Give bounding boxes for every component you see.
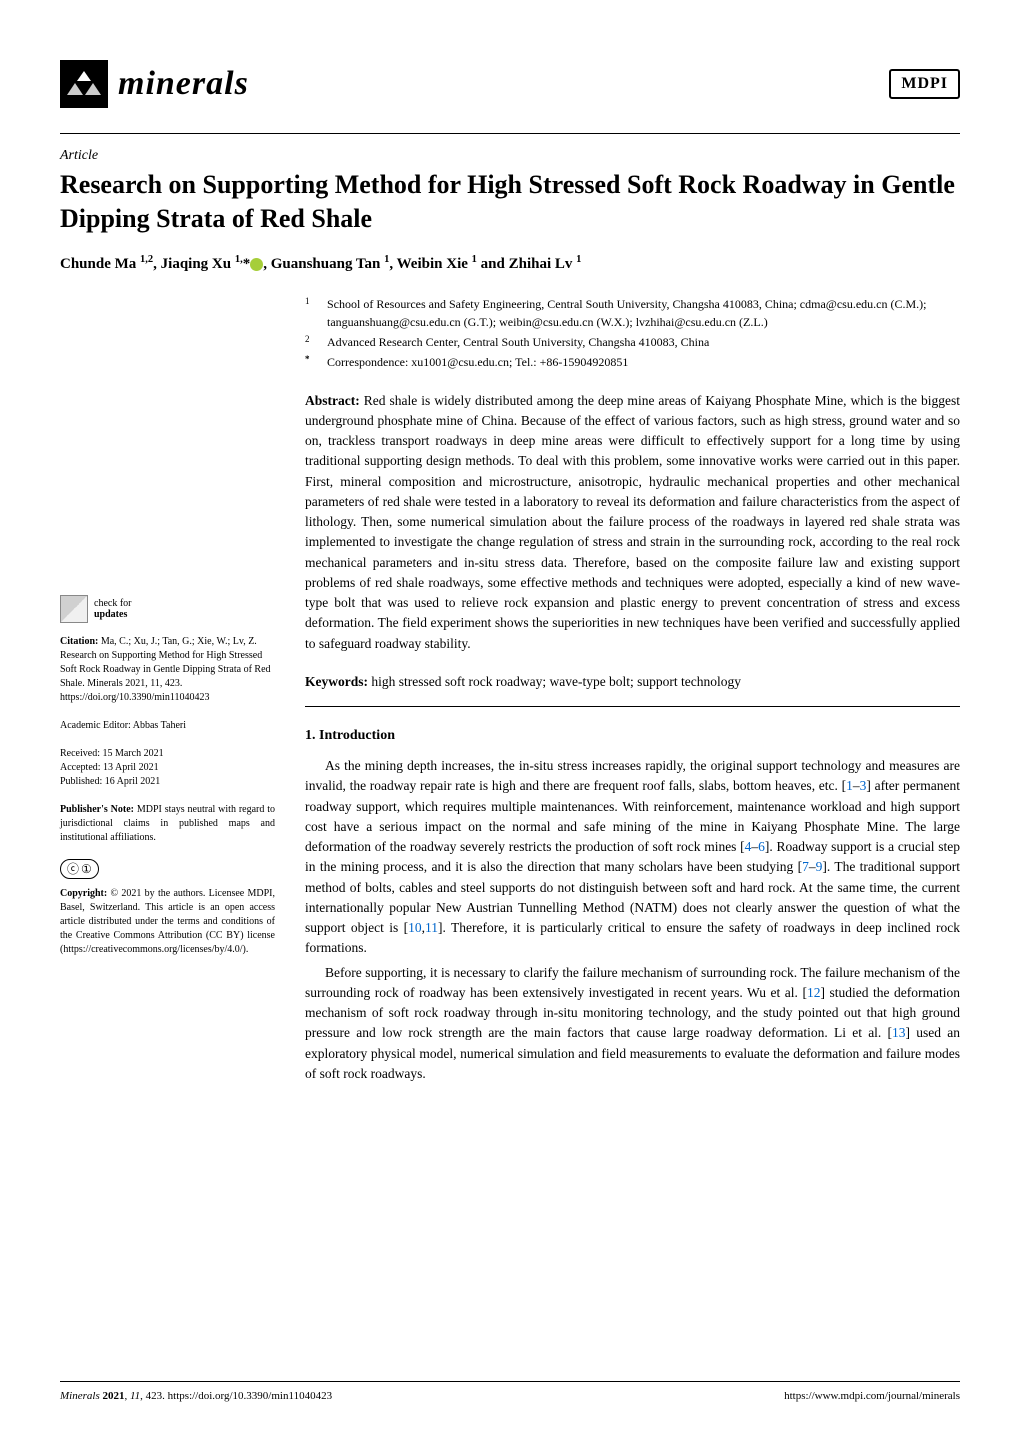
ref-link-13[interactable]: 13 — [892, 1025, 906, 1040]
pubnote-label: Publisher's Note: — [60, 804, 134, 815]
keywords-label: Keywords: — [305, 674, 368, 689]
publisher-logo: MDPI — [889, 69, 960, 99]
authors-part1: Chunde Ma 1,2, Jiaqing Xu 1,* — [60, 256, 250, 272]
authors: Chunde Ma 1,2, Jiaqing Xu 1,* , Guanshuan… — [60, 254, 960, 273]
corr-mark: * — [305, 353, 317, 371]
ref-link-10[interactable]: 10 — [408, 920, 422, 935]
check-updates-icon — [60, 595, 88, 623]
affil-text-2: Advanced Research Center, Central South … — [327, 333, 709, 351]
abstract-text: Red shale is widely distributed among th… — [305, 393, 960, 651]
dates-block: Received: 15 March 2021 Accepted: 13 Apr… — [60, 747, 275, 789]
published-date: Published: 16 April 2021 — [60, 775, 275, 789]
keywords-text: high stressed soft rock roadway; wave-ty… — [368, 674, 741, 689]
corr-text: Correspondence: xu1001@csu.edu.cn; Tel.:… — [327, 353, 628, 371]
check-line1: check for — [94, 598, 131, 609]
copyright-block: Copyright: © 2021 by the authors. Licens… — [60, 887, 275, 957]
ref-link-1[interactable]: 1 — [846, 778, 853, 793]
top-rule — [60, 133, 960, 134]
publisher-logo-text: MDPI — [901, 75, 948, 92]
affil-num-2: 2 — [305, 333, 317, 351]
editor-name: Abbas Taheri — [133, 720, 186, 731]
accepted-date: Accepted: 13 April 2021 — [60, 761, 275, 775]
ref-link-7[interactable]: 7 — [802, 859, 809, 874]
journal-icon — [60, 60, 108, 108]
footer-left: Minerals 2021, 11, 423. https://doi.org/… — [60, 1390, 332, 1402]
abstract: Abstract: Red shale is widely distribute… — [305, 391, 960, 654]
authors-part2: , Guanshuang Tan 1, Weibin Xie 1 and Zhi… — [263, 256, 581, 272]
section-rule — [305, 706, 960, 707]
affiliations: 1 School of Resources and Safety Enginee… — [305, 295, 960, 371]
ref-link-12[interactable]: 12 — [807, 985, 821, 1000]
article-title: Research on Supporting Method for High S… — [60, 168, 960, 236]
affiliation-1: 1 School of Resources and Safety Enginee… — [305, 295, 960, 331]
journal-logo: minerals — [60, 60, 249, 108]
article-type: Article — [60, 148, 960, 164]
citation-block: Citation: Ma, C.; Xu, J.; Tan, G.; Xie, … — [60, 635, 275, 705]
editor-block: Academic Editor: Abbas Taheri — [60, 719, 275, 733]
cc-icon: ⓒ① — [60, 859, 99, 880]
publisher-note: Publisher's Note: MDPI stays neutral wit… — [60, 803, 275, 845]
check-updates-text: check for updates — [94, 598, 131, 620]
keywords: Keywords: high stressed soft rock roadwa… — [305, 672, 960, 692]
check-for-updates[interactable]: check for updates — [60, 595, 275, 623]
copyright-label: Copyright: — [60, 888, 107, 899]
affiliation-2: 2 Advanced Research Center, Central Sout… — [305, 333, 960, 351]
ref-link-11[interactable]: 11 — [425, 920, 438, 935]
cc-license-badge: ⓒ① — [60, 859, 275, 880]
section-1-heading: 1. Introduction — [305, 725, 960, 746]
check-line2: updates — [94, 609, 131, 620]
intro-para-2: Before supporting, it is necessary to cl… — [305, 963, 960, 1085]
correspondence: * Correspondence: xu1001@csu.edu.cn; Tel… — [305, 353, 960, 371]
footer: Minerals 2021, 11, 423. https://doi.org/… — [60, 1381, 960, 1402]
journal-name: minerals — [118, 65, 249, 103]
main-column: 1 School of Resources and Safety Enginee… — [305, 295, 960, 1089]
affil-text-1: School of Resources and Safety Engineeri… — [327, 295, 960, 331]
footer-right: https://www.mdpi.com/journal/minerals — [784, 1390, 960, 1402]
ref-link-6[interactable]: 6 — [758, 839, 765, 854]
affil-num-1: 1 — [305, 295, 317, 331]
abstract-label: Abstract: — [305, 393, 360, 408]
sidebar: check for updates Citation: Ma, C.; Xu, … — [60, 295, 275, 1089]
editor-label: Academic Editor: — [60, 720, 133, 731]
header: minerals MDPI — [60, 60, 960, 108]
received-date: Received: 15 March 2021 — [60, 747, 275, 761]
intro-para-1: As the mining depth increases, the in-si… — [305, 756, 960, 959]
orcid-icon — [250, 258, 263, 271]
citation-label: Citation: — [60, 636, 98, 647]
